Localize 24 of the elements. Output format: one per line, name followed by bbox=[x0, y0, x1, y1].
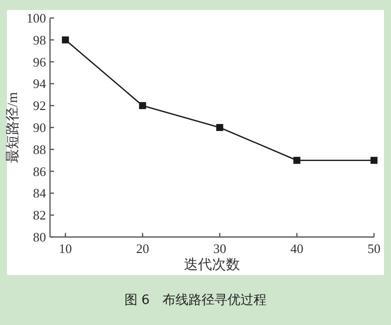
x-tick-label: 40 bbox=[290, 241, 304, 256]
y-tick-label: 92 bbox=[33, 98, 46, 114]
x-tick-label: 50 bbox=[368, 241, 380, 256]
x-axis-title: 迭代次数 bbox=[184, 257, 240, 273]
point bbox=[62, 36, 69, 44]
x-tick-label: 10 bbox=[58, 241, 72, 256]
y-axis-title: 最短路径/m bbox=[5, 92, 21, 163]
point bbox=[216, 124, 224, 131]
y-tick-label: 96 bbox=[33, 54, 46, 70]
y-tick-label: 90 bbox=[33, 120, 46, 135]
point bbox=[293, 156, 300, 164]
y-tick-label: 84 bbox=[33, 186, 46, 201]
y-tick-label: 98 bbox=[33, 32, 46, 48]
y-tick-label: 82 bbox=[33, 208, 46, 223]
caption: 图 6 布线路径寻优过程 bbox=[124, 293, 267, 308]
y-tick-label: 100 bbox=[26, 10, 46, 26]
y-tick-label: 80 bbox=[33, 230, 46, 244]
y-tick-label: 94 bbox=[33, 76, 46, 92]
y-tick-label: 88 bbox=[33, 142, 46, 157]
x-tick-label: 20 bbox=[136, 241, 150, 256]
y-tick-label: 86 bbox=[33, 164, 46, 179]
point bbox=[139, 102, 146, 110]
point bbox=[370, 156, 378, 164]
x-tick-label: 30 bbox=[213, 241, 226, 256]
